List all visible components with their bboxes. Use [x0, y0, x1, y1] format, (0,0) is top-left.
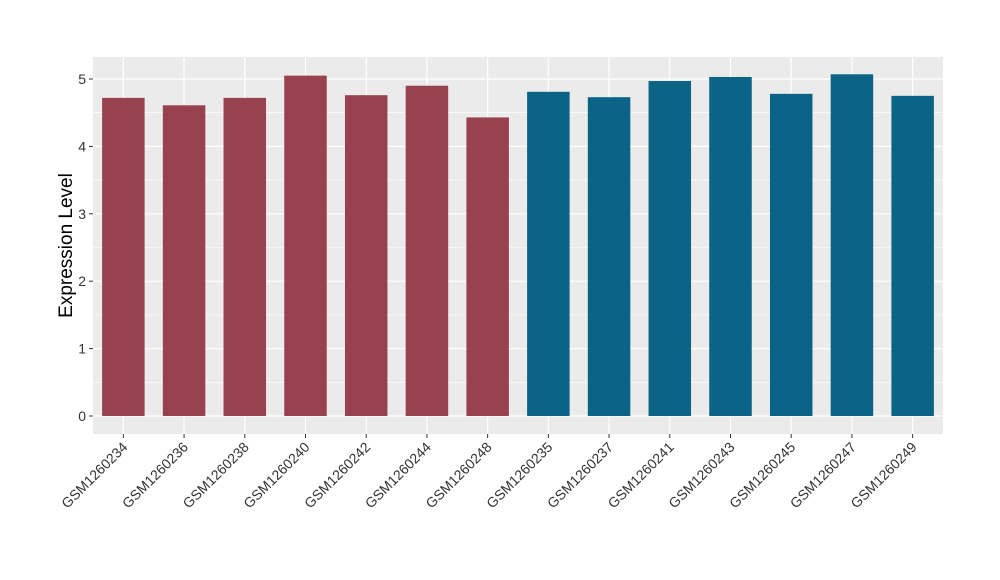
plot-panel: [93, 57, 943, 434]
bar-GSM1260234: [102, 97, 145, 416]
y-tick-label: 3: [78, 206, 86, 222]
y-axis-title: Expression Level: [56, 173, 77, 318]
y-tick-label: 4: [78, 138, 86, 154]
bar-GSM1260248: [466, 117, 509, 416]
bar-GSM1260247: [830, 74, 874, 417]
y-axis: 0 1 2 3 4 5: [78, 71, 93, 424]
bar-GSM1260238: [223, 97, 267, 416]
bar-GSM1260241: [648, 81, 692, 416]
bar-GSM1260242: [344, 95, 388, 417]
bar-GSM1260237: [587, 97, 631, 416]
y-tick-label: 1: [78, 341, 86, 357]
bar-GSM1260236: [162, 105, 206, 416]
bar-GSM1260245: [769, 93, 813, 416]
bar-GSM1260240: [284, 75, 327, 416]
y-tick-label: 0: [78, 408, 86, 424]
y-tick-label: 5: [78, 71, 86, 87]
y-tick-label: 2: [78, 273, 86, 289]
x-axis: GSM1260234GSM1260236GSM1260238GSM1260240…: [58, 434, 920, 511]
bar-GSM1260244: [405, 85, 449, 417]
bars: [102, 74, 934, 417]
bar-GSM1260243: [709, 76, 752, 416]
bar-GSM1260235: [527, 91, 570, 416]
bar-GSM1260249: [891, 95, 934, 416]
